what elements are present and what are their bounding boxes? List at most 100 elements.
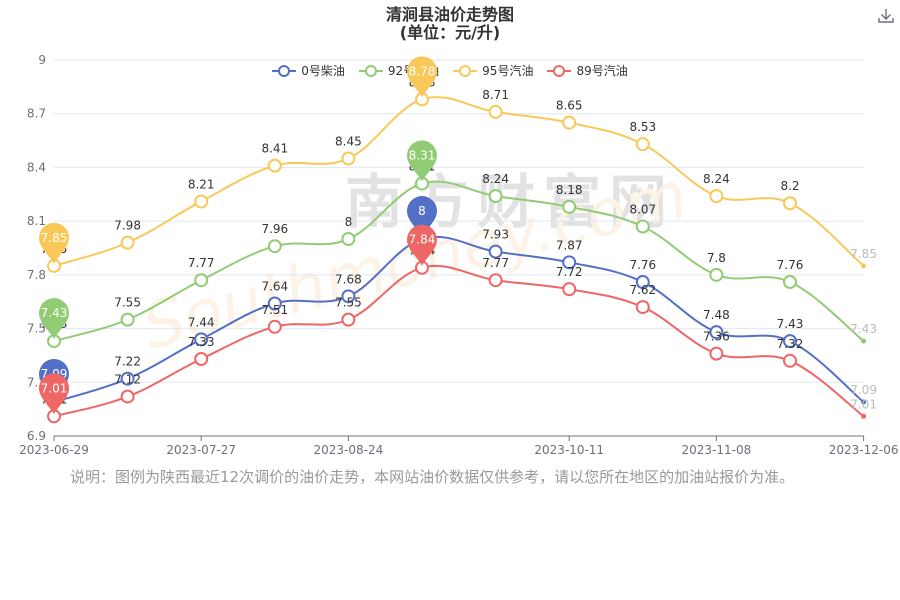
series-line (53, 235, 865, 403)
x-tick-label: 2023-08-24 (314, 443, 384, 457)
data-label: 7.33 (188, 335, 215, 349)
data-point (341, 312, 356, 327)
data-label: 7.43 (777, 317, 804, 331)
data-label: 8 (345, 215, 353, 229)
data-point (635, 275, 650, 290)
data-label: 7.77 (482, 256, 509, 270)
data-point (488, 104, 503, 119)
data-label: 7.62 (629, 283, 656, 297)
data-point (194, 194, 209, 209)
data-label: 8.07 (629, 203, 656, 217)
data-label: 7.87 (556, 238, 583, 252)
data-label: 7.01 (850, 397, 877, 411)
data-label: 7.43 (850, 322, 877, 336)
data-label: 7.93 (482, 228, 509, 242)
data-label: 7.44 (188, 315, 215, 329)
data-point (488, 189, 503, 204)
marker-pin (407, 224, 437, 266)
marker-pin-label: 7.43 (41, 306, 68, 320)
data-label: 7.12 (114, 373, 141, 387)
x-tick-label: 2023-12-06 (829, 443, 899, 457)
data-point (562, 115, 577, 130)
marker-pin (39, 222, 69, 264)
data-label: 7.32 (777, 337, 804, 351)
data-label: 7.55 (335, 296, 362, 310)
data-point (341, 232, 356, 247)
series-line (53, 180, 865, 343)
data-point (783, 334, 797, 349)
marker-pin-label: 8.78 (409, 64, 436, 78)
data-point (120, 312, 135, 327)
data-label: 8.21 (188, 177, 215, 191)
legend-item[interactable]: 0号柴油 (272, 62, 345, 79)
data-point (562, 282, 577, 297)
marker-pin (407, 140, 437, 182)
legend-item[interactable]: 89号汽油 (547, 62, 628, 79)
data-point (709, 325, 724, 340)
x-tick-label: 2023-07-27 (166, 443, 236, 457)
data-point (120, 371, 135, 386)
chart-title: 清涧县油价走势图 (385, 5, 514, 24)
chart-subtitle: (单位：元/升) (399, 23, 501, 42)
watermark-text: 南方财富网 (345, 168, 675, 236)
data-point (120, 235, 135, 250)
data-label: 8.65 (556, 99, 583, 113)
legend-symbol (272, 64, 297, 77)
data-point (861, 399, 867, 405)
data-point (709, 189, 724, 204)
data-point (341, 289, 356, 304)
data-point (562, 199, 577, 214)
data-point (267, 319, 282, 334)
legend-label: 0号柴油 (301, 64, 345, 78)
data-label: 7.96 (261, 222, 288, 236)
marker-pin (39, 373, 69, 415)
y-tick-label: 6.9 (27, 429, 46, 443)
data-point (861, 413, 867, 419)
data-point (635, 137, 650, 152)
legend-symbol (453, 64, 478, 77)
x-tick-label: 2023-06-29 (19, 443, 89, 457)
data-label: 7.09 (850, 383, 877, 397)
footnote: 说明：图例为陕西最近12次调价的油价走势，本网站油价数据仅供参考，请以您所在地区… (70, 468, 795, 486)
data-point (194, 273, 209, 288)
data-label: 7.98 (114, 219, 141, 233)
legend-label: 89号汽油 (576, 64, 628, 78)
data-label: 8.41 (261, 142, 288, 156)
data-label: 7.8 (707, 251, 726, 265)
data-point (267, 158, 282, 173)
data-point (341, 151, 356, 166)
series-1: 7.43 7.55 7.77 7.96 8 8.31 8.24 8.18 8.07 7.8 7.76… (39, 140, 877, 349)
data-point (267, 296, 282, 311)
marker-pin-label: 7.84 (409, 233, 436, 247)
data-point (120, 389, 135, 404)
series-2: 7.85 7.98 8.21 8.41 8.45 8.78 8.71 8.65 8.53 8.24… (39, 56, 877, 273)
y-tick-label: 7.5 (27, 322, 46, 336)
data-point (194, 332, 209, 347)
data-point (635, 300, 650, 315)
data-label: 7.51 (261, 303, 288, 317)
data-label: 8.24 (482, 172, 509, 186)
data-label: 8.18 (556, 183, 583, 197)
marker-pin (407, 56, 437, 98)
x-tick-label: 2023-10-11 (534, 443, 604, 457)
data-point (709, 346, 724, 361)
legend-symbol (358, 64, 383, 77)
data-point (562, 255, 577, 270)
data-label: 7.55 (114, 296, 141, 310)
data-point (783, 275, 797, 290)
series-line (53, 264, 865, 418)
download-icon[interactable] (876, 6, 896, 26)
data-label: 8.71 (482, 88, 509, 102)
data-label: 7.85 (850, 247, 877, 261)
data-label: 7.22 (114, 355, 141, 369)
data-label: 7.76 (629, 258, 656, 272)
data-point (635, 219, 650, 234)
marker-pin (39, 298, 69, 340)
legend-label: 95号汽油 (482, 64, 534, 78)
data-point (194, 352, 209, 367)
marker-pin-label: 8.31 (409, 149, 436, 163)
data-label: 8.24 (703, 172, 730, 186)
legend-item[interactable]: 95号汽油 (453, 62, 533, 79)
